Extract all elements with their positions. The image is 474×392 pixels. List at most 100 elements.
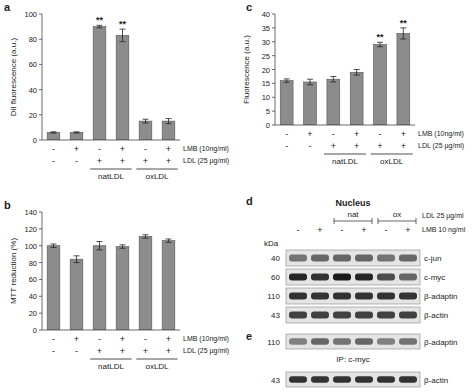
treatment-sign: - [385,225,388,235]
y-tick-label: 60 [29,275,37,284]
band [377,273,395,280]
error-bar [120,245,126,248]
y-tick [39,64,42,65]
bar [139,236,152,330]
condition-sign: - [52,144,55,154]
group-bracket [90,359,131,360]
condition-sign: + [307,129,312,139]
group-bracket [334,221,372,222]
condition-sign: + [120,334,125,344]
group-bracket [136,169,177,170]
condition-sign: + [354,129,359,139]
panel-letter: c [246,1,252,13]
y-tick-label: 30 [262,38,270,47]
band [399,376,417,383]
error-bar [97,25,103,28]
panel-letter: e [246,330,252,342]
y-tick [39,296,42,297]
y-tick-label: 80 [29,35,37,44]
y-axis [42,14,43,140]
blot-strip [286,307,420,323]
y-tick [272,97,275,98]
marker-size: 40 [271,254,280,263]
bars [47,25,175,140]
error-bar [74,256,80,263]
bar [374,45,387,125]
bar [397,33,410,125]
error-bar [166,239,172,242]
y-tick-label: 80 [29,259,37,268]
condition-sign: + [143,346,148,356]
group-bracket [136,359,177,360]
treatment-sign: + [361,225,366,235]
treatment-label: LMB 10 ng/ml [422,226,466,234]
group-label: nat [347,210,359,219]
error-bar [377,42,383,46]
band [399,254,417,261]
group-label: ox [393,210,401,219]
condition-sign: + [74,144,79,154]
condition-sign: + [97,156,102,166]
group-label: natLDL [98,172,124,181]
marker-size: 43 [271,376,280,385]
bar [116,247,129,330]
error-bar [307,79,313,85]
band [311,273,329,280]
band [311,311,329,318]
condition-label: LMB (10ng/ml) [183,145,229,153]
x-axis [42,330,180,331]
y-tick [39,279,42,280]
error-bar [51,244,57,247]
condition-sign: - [285,129,288,139]
error-bar [97,242,103,250]
y-axis-label: DiI fluorescence (a.u.) [9,38,18,117]
ip-note: IP: c-myc [336,355,369,364]
y-tick-label: 15 [262,79,270,88]
condition-sign: - [98,144,101,154]
band [355,311,373,318]
band [377,254,395,261]
panel-letter: a [4,1,11,13]
blot-strip [286,269,420,285]
bar [70,259,83,330]
bar [93,27,106,140]
condition-sign: - [332,129,335,139]
x-axis [275,125,415,126]
blot-strip [286,372,420,387]
y-axis [42,212,43,330]
band [399,292,417,299]
blot-header: Nucleus [335,198,370,208]
band [377,338,395,345]
protein-label: β-actin [424,376,448,385]
y-tick-label: 40 [29,292,37,301]
bar [47,132,60,140]
background [0,0,474,392]
error-bar [166,119,172,124]
y-tick [39,313,42,314]
band [377,311,395,318]
condition-label: LMB (10ng/ml) [418,130,464,138]
band [355,273,373,280]
y-axis-label: MTT reduction (%) [9,238,18,304]
bars [47,235,175,330]
y-tick-label: 0 [33,136,37,145]
band [333,338,351,345]
y-tick-label: 60 [29,60,37,69]
condition-sign: - [52,334,55,344]
bar [304,82,317,125]
group-label: oxLDL [145,172,169,181]
condition-sign: + [354,141,359,151]
condition-sign: + [401,129,406,139]
band [355,376,373,383]
band [399,311,417,318]
bar [116,35,129,140]
figure: a020406080100****DiI fluorescence (a.u.)… [0,0,474,392]
bars [280,28,410,125]
y-tick [272,69,275,70]
condition-sign: - [285,141,288,151]
y-tick-label: 120 [24,225,37,234]
group-bracket [416,218,417,224]
protein-label: β-actin [424,311,448,320]
condition-sign: - [144,144,147,154]
significance: ** [96,15,104,25]
